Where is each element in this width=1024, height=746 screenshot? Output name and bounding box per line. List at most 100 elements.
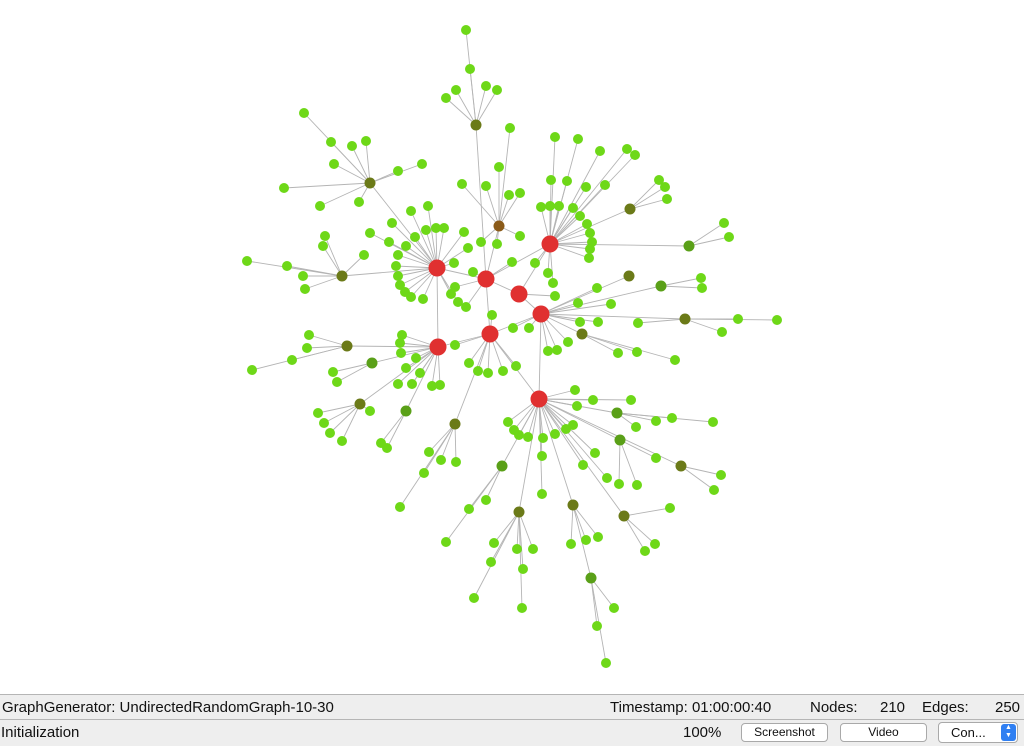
- graph-node-leaf[interactable]: [463, 243, 473, 253]
- graph-node-leaf[interactable]: [465, 64, 475, 74]
- graph-node-leaf[interactable]: [511, 361, 521, 371]
- graph-node-leaf[interactable]: [395, 502, 405, 512]
- graph-node-leaf[interactable]: [600, 180, 610, 190]
- graph-node-leaf[interactable]: [354, 197, 364, 207]
- screenshot-button[interactable]: Screenshot: [741, 723, 828, 742]
- graph-node-leaf[interactable]: [406, 292, 416, 302]
- graph-node-leaf[interactable]: [592, 621, 602, 631]
- graph-node-hub[interactable]: [429, 338, 447, 356]
- graph-node-leaf[interactable]: [423, 201, 433, 211]
- graph-node-leaf[interactable]: [503, 417, 513, 427]
- graph-node-leaf[interactable]: [572, 401, 582, 411]
- graph-node-leaf[interactable]: [326, 137, 336, 147]
- graph-node-leaf[interactable]: [332, 377, 342, 387]
- graph-node-mid[interactable]: [576, 328, 588, 340]
- graph-node-leaf[interactable]: [632, 480, 642, 490]
- graph-node-leaf[interactable]: [287, 355, 297, 365]
- graph-node-leaf[interactable]: [545, 201, 555, 211]
- graph-node-leaf[interactable]: [401, 241, 411, 251]
- graph-node-leaf[interactable]: [550, 429, 560, 439]
- graph-node-mid[interactable]: [496, 460, 508, 472]
- graph-node-leaf[interactable]: [568, 203, 578, 213]
- graph-node-leaf[interactable]: [543, 268, 553, 278]
- graph-node-leaf[interactable]: [515, 231, 525, 241]
- graph-node-leaf[interactable]: [609, 603, 619, 613]
- graph-node-leaf[interactable]: [315, 201, 325, 211]
- graph-node-leaf[interactable]: [498, 366, 508, 376]
- graph-node-leaf[interactable]: [424, 447, 434, 457]
- graph-node-leaf[interactable]: [524, 323, 534, 333]
- graph-node-leaf[interactable]: [489, 538, 499, 548]
- graph-node-leaf[interactable]: [325, 428, 335, 438]
- graph-node-leaf[interactable]: [546, 175, 556, 185]
- graph-node-leaf[interactable]: [581, 535, 591, 545]
- graph-node-mid[interactable]: [611, 407, 623, 419]
- graph-node-leaf[interactable]: [415, 368, 425, 378]
- graph-node-leaf[interactable]: [733, 314, 743, 324]
- graph-node-leaf[interactable]: [543, 346, 553, 356]
- graph-node-leaf[interactable]: [318, 241, 328, 251]
- graph-node-mid[interactable]: [624, 203, 636, 215]
- graph-node-leaf[interactable]: [451, 85, 461, 95]
- graph-node-leaf[interactable]: [417, 159, 427, 169]
- graph-node-leaf[interactable]: [439, 223, 449, 233]
- graph-node-leaf[interactable]: [328, 367, 338, 377]
- graph-node-leaf[interactable]: [708, 417, 718, 427]
- graph-node-leaf[interactable]: [299, 108, 309, 118]
- graph-node-leaf[interactable]: [548, 278, 558, 288]
- video-button[interactable]: Video: [840, 723, 927, 742]
- graph-node-leaf[interactable]: [593, 317, 603, 327]
- graph-node-leaf[interactable]: [464, 358, 474, 368]
- graph-node-leaf[interactable]: [473, 366, 483, 376]
- graph-node-leaf[interactable]: [397, 330, 407, 340]
- graph-node-leaf[interactable]: [481, 81, 491, 91]
- graph-node-leaf[interactable]: [650, 539, 660, 549]
- graph-node-leaf[interactable]: [716, 470, 726, 480]
- graph-node-hub[interactable]: [541, 235, 559, 253]
- graph-node-leaf[interactable]: [481, 495, 491, 505]
- graph-node-leaf[interactable]: [585, 228, 595, 238]
- graph-node-leaf[interactable]: [393, 250, 403, 260]
- graph-node-leaf[interactable]: [461, 302, 471, 312]
- graph-node-leaf[interactable]: [578, 460, 588, 470]
- graph-node-leaf[interactable]: [431, 223, 441, 233]
- graph-node-leaf[interactable]: [602, 473, 612, 483]
- graph-node-leaf[interactable]: [393, 166, 403, 176]
- graph-node-mid[interactable]: [364, 177, 376, 189]
- graph-node-leaf[interactable]: [469, 593, 479, 603]
- graph-node-leaf[interactable]: [407, 379, 417, 389]
- graph-node-leaf[interactable]: [476, 237, 486, 247]
- graph-node-leaf[interactable]: [631, 422, 641, 432]
- graph-node-leaf[interactable]: [298, 271, 308, 281]
- graph-node-hub[interactable]: [530, 390, 548, 408]
- graph-node-leaf[interactable]: [772, 315, 782, 325]
- graph-node-leaf[interactable]: [449, 258, 459, 268]
- graph-node-leaf[interactable]: [518, 564, 528, 574]
- graph-node-leaf[interactable]: [384, 237, 394, 247]
- mode-select[interactable]: Con... ▲ ▼: [938, 722, 1018, 743]
- graph-node-mid[interactable]: [567, 499, 579, 511]
- graph-node-leaf[interactable]: [640, 546, 650, 556]
- graph-node-leaf[interactable]: [626, 395, 636, 405]
- graph-node-leaf[interactable]: [451, 457, 461, 467]
- graph-node-mid[interactable]: [683, 240, 695, 252]
- graph-node-leaf[interactable]: [401, 363, 411, 373]
- graph-node-leaf[interactable]: [536, 202, 546, 212]
- graph-node-leaf[interactable]: [614, 479, 624, 489]
- graph-node-leaf[interactable]: [530, 258, 540, 268]
- graph-node-leaf[interactable]: [582, 219, 592, 229]
- graph-node-leaf[interactable]: [396, 348, 406, 358]
- graph-node-mid[interactable]: [614, 434, 626, 446]
- graph-node-leaf[interactable]: [514, 430, 524, 440]
- graph-node-leaf[interactable]: [696, 273, 706, 283]
- graph-node-leaf[interactable]: [550, 291, 560, 301]
- graph-node-leaf[interactable]: [382, 443, 392, 453]
- graph-node-mid[interactable]: [493, 220, 505, 232]
- graph-node-leaf[interactable]: [595, 146, 605, 156]
- graph-node-leaf[interactable]: [329, 159, 339, 169]
- graph-node-mid[interactable]: [470, 119, 482, 131]
- graph-node-mid[interactable]: [675, 460, 687, 472]
- graph-node-leaf[interactable]: [630, 150, 640, 160]
- graph-node-leaf[interactable]: [515, 188, 525, 198]
- graph-node-leaf[interactable]: [359, 250, 369, 260]
